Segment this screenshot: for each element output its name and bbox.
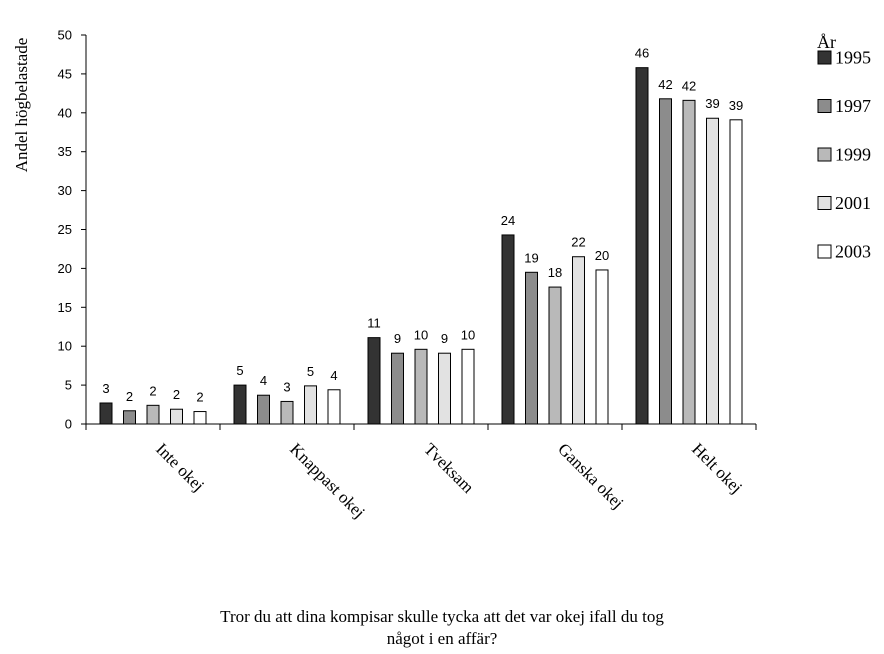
data-label: 2 — [173, 387, 180, 402]
bar-1999 — [548, 286, 562, 425]
legend-swatch-1999 — [817, 147, 832, 162]
data-label: 39 — [729, 98, 743, 113]
bar-2003 — [193, 411, 207, 425]
bar-1999 — [414, 348, 428, 425]
bar-1999 — [146, 404, 160, 425]
bar-1999 — [280, 400, 294, 425]
x-axis-title-line-1: Tror du att dina kompisar skulle tycka a… — [220, 607, 664, 626]
x-axis-title-line-2: något i en affär? — [386, 629, 498, 648]
bar-1997 — [659, 98, 672, 425]
legend-swatch-2001 — [817, 196, 832, 210]
data-label: 4 — [330, 368, 337, 383]
x-category-label: Knappast okej — [286, 439, 369, 522]
data-label: 3 — [102, 381, 109, 396]
data-label: 4 — [260, 373, 267, 388]
bar-1995 — [233, 384, 247, 425]
data-label: 42 — [658, 77, 672, 92]
legend-label-1999: 1999 — [835, 145, 871, 165]
y-tick-label: 30 — [58, 183, 72, 198]
y-axis-title: Andel högbelastade — [12, 38, 31, 173]
bar-2003 — [327, 389, 341, 425]
y-tick-label: 10 — [58, 339, 72, 354]
data-label: 24 — [501, 213, 515, 228]
y-tick-label: 40 — [58, 105, 72, 120]
bar-1995 — [635, 67, 649, 425]
bar-2001 — [304, 385, 317, 425]
y-tick-label: 15 — [58, 300, 72, 315]
data-label: 42 — [682, 78, 696, 93]
y-tick-label: 50 — [58, 28, 72, 43]
y-tick-label: 5 — [65, 378, 72, 393]
data-label: 5 — [236, 363, 243, 378]
data-label: 5 — [307, 364, 314, 379]
x-category-label: Helt okej — [688, 439, 746, 497]
legend-swatch-2003 — [817, 244, 832, 259]
bar-2001 — [572, 256, 585, 425]
data-label: 9 — [441, 331, 448, 346]
bar-2001 — [438, 352, 451, 425]
bar-1997 — [257, 394, 270, 425]
legend-label-1997: 1997 — [835, 96, 871, 116]
legend-label-1995: 1995 — [835, 48, 871, 68]
legend-title: År — [817, 32, 836, 52]
x-category-label: Tveksam — [420, 439, 478, 497]
x-axis-title: Tror du att dina kompisar skulle tycka a… — [60, 606, 824, 650]
bar-2001 — [170, 408, 183, 425]
bar-1995 — [501, 234, 515, 425]
data-label: 2 — [196, 390, 203, 405]
bar-2003 — [729, 119, 743, 425]
bar-2003 — [461, 348, 475, 425]
data-label: 39 — [705, 96, 719, 111]
bar-2003 — [595, 269, 609, 425]
data-label: 11 — [367, 316, 381, 331]
data-label: 18 — [548, 265, 562, 280]
legend-label-2003: 2003 — [835, 242, 871, 262]
data-label: 2 — [149, 383, 156, 398]
legend-swatch-1995 — [817, 50, 832, 65]
bar-1999 — [682, 99, 696, 425]
bar-1995 — [99, 402, 113, 425]
data-label: 10 — [414, 327, 428, 342]
x-category-label: Ganska okej — [554, 439, 627, 512]
data-label: 10 — [461, 327, 475, 342]
legend-label-2001: 2001 — [835, 193, 871, 213]
data-label: 46 — [635, 46, 649, 61]
y-tick-label: 25 — [58, 222, 72, 237]
x-category-label: Inte okej — [152, 439, 208, 495]
bar-1997 — [391, 352, 404, 425]
data-label: 20 — [595, 248, 609, 263]
bar-1997 — [525, 271, 538, 425]
y-tick-label: 45 — [58, 66, 72, 81]
bar-1995 — [367, 337, 381, 425]
data-label: 3 — [283, 379, 290, 394]
data-label: 19 — [524, 250, 538, 265]
data-label: 2 — [126, 389, 133, 404]
y-tick-label: 20 — [58, 261, 72, 276]
y-tick-label: 0 — [65, 417, 72, 432]
y-tick-label: 35 — [58, 144, 72, 159]
bar-2001 — [706, 117, 719, 425]
bar-1997 — [123, 410, 136, 425]
legend-swatch-1997 — [817, 99, 832, 113]
data-label: 9 — [394, 331, 401, 346]
data-label: 22 — [571, 235, 585, 250]
